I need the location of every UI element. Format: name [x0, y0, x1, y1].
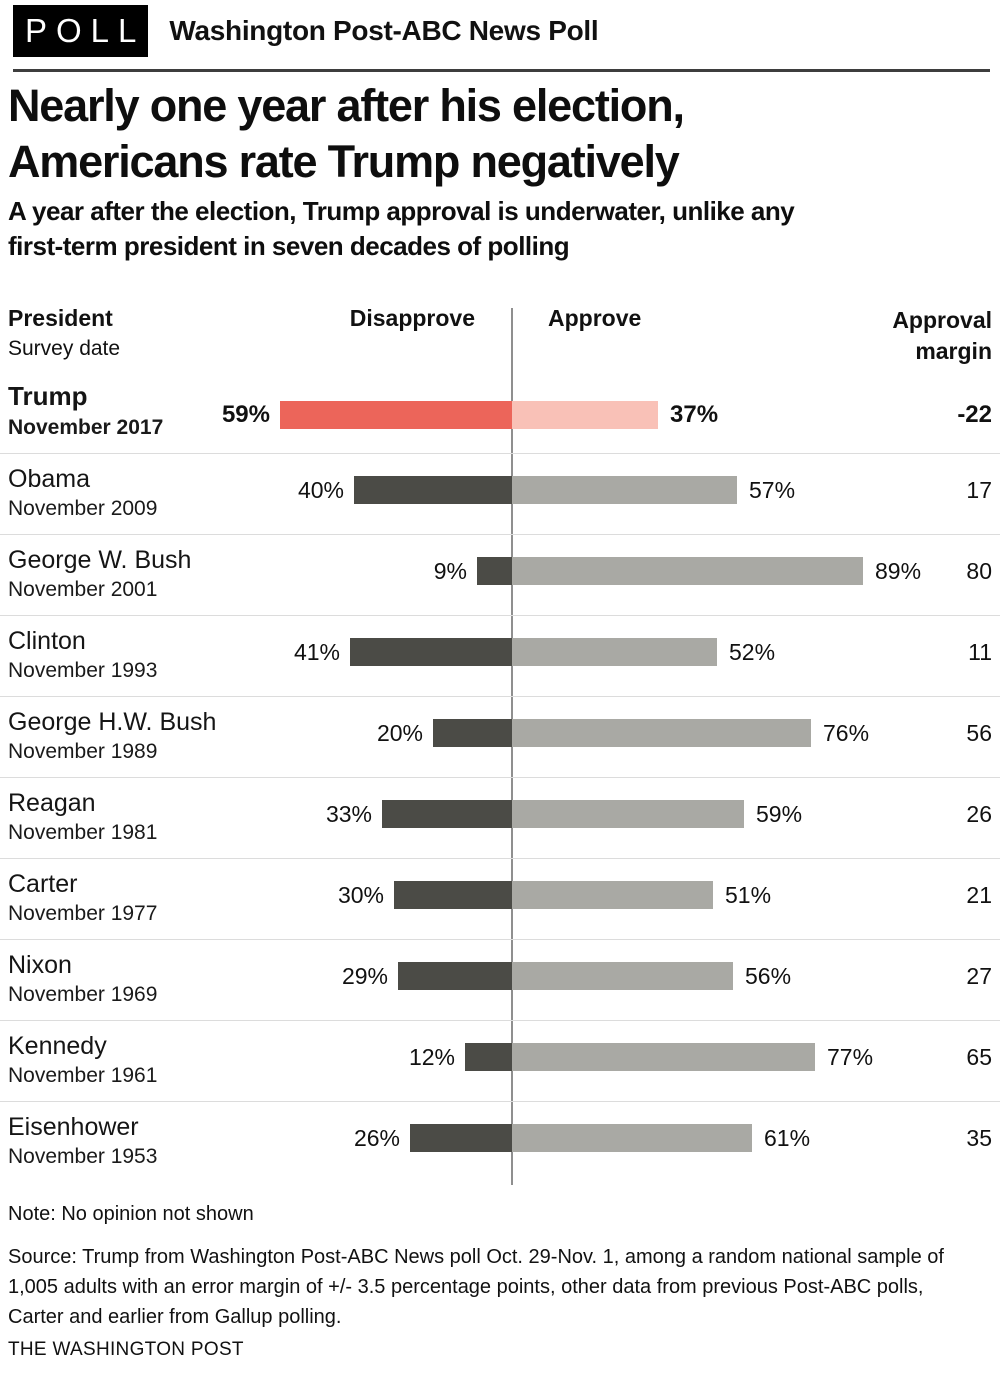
approval-margin-value: 11	[968, 639, 992, 665]
disapprove-value-label: 29%	[341, 963, 388, 989]
disapprove-bar	[398, 962, 512, 990]
column-header-president: President	[8, 305, 113, 331]
chart-row-nixon: Nixon November 1969 29% 56% 27	[0, 940, 1000, 1021]
column-header-approve: Approve	[548, 305, 642, 331]
approve-value-label: 59%	[756, 801, 803, 827]
column-header-approval-margin: Approval margin	[892, 305, 992, 367]
approve-value-label: 51%	[725, 882, 772, 908]
president-name: Reagan	[8, 789, 96, 817]
survey-date: November 1993	[8, 659, 158, 682]
chart-row-george-w-bush: George W. Bush November 2001 9% 89% 80	[0, 535, 1000, 616]
disapprove-value-label: 59%	[221, 401, 270, 428]
subheadline: A year after the election, Trump approva…	[8, 196, 795, 261]
president-name: Trump	[8, 381, 88, 411]
chart-row-clinton: Clinton November 1993 41% 52% 11	[0, 616, 1000, 697]
column-header-disapprove: Disapprove	[349, 305, 475, 331]
disapprove-bar	[350, 638, 512, 666]
chart-row-trump: Trump November 2017 59% 37% -22	[0, 365, 1000, 454]
survey-date: November 1969	[8, 983, 158, 1006]
president-name: Clinton	[8, 627, 86, 655]
president-name: Eisenhower	[8, 1113, 139, 1141]
column-header-approval-margin-line1: Approval	[892, 307, 992, 333]
approve-value-label: 77%	[827, 1044, 874, 1070]
publisher-credit: THE WASHINGTON POST	[8, 1339, 244, 1360]
approve-value-label: 56%	[745, 963, 792, 989]
survey-date: November 1953	[8, 1145, 158, 1168]
disapprove-value-label: 30%	[337, 882, 384, 908]
approve-value-label: 52%	[729, 639, 776, 665]
header-row: POLL Washington Post-ABC News Poll	[13, 5, 599, 57]
chart-row-eisenhower: Eisenhower November 1953 26% 61% 35	[0, 1102, 1000, 1182]
approve-value-label: 57%	[749, 477, 796, 503]
approve-bar	[512, 881, 713, 909]
president-name: Carter	[8, 870, 78, 898]
chart-row-kennedy: Kennedy November 1961 12% 77% 65	[0, 1021, 1000, 1102]
survey-date: November 1961	[8, 1064, 158, 1087]
approve-bar	[512, 1043, 815, 1071]
chart-row-george-h-w-bush: George H.W. Bush November 1989 20% 76% 56	[0, 697, 1000, 778]
disapprove-value-label: 40%	[297, 477, 344, 503]
survey-date: November 2001	[8, 578, 158, 601]
approval-margin-value: 65	[966, 1044, 992, 1070]
approval-margin-value: 56	[966, 720, 992, 746]
president-name: Kennedy	[8, 1032, 107, 1060]
disapprove-bar	[354, 476, 512, 504]
president-name: Obama	[8, 465, 90, 493]
disapprove-value-label: 41%	[293, 639, 340, 665]
approval-margin-value: 17	[966, 477, 992, 503]
disapprove-value-label: 20%	[376, 720, 423, 746]
approve-bar	[512, 800, 744, 828]
disapprove-bar	[410, 1124, 512, 1152]
disapprove-value-label: 26%	[353, 1125, 400, 1151]
chart-row-obama: Obama November 2009 40% 57% 17	[0, 454, 1000, 535]
approve-bar	[512, 401, 658, 429]
disapprove-bar	[465, 1043, 512, 1071]
approve-value-label: 89%	[875, 558, 922, 584]
approval-margin-value: 80	[966, 558, 992, 584]
approve-bar	[512, 962, 733, 990]
chart-rows: Trump November 2017 59% 37% -22 Obama November…	[0, 365, 1000, 1182]
approval-margin-value: 21	[966, 882, 992, 908]
approval-margin-value: 27	[966, 963, 992, 989]
approval-margin-value: 26	[966, 801, 992, 827]
survey-date: November 2017	[8, 416, 164, 439]
disapprove-value-label: 12%	[408, 1044, 455, 1070]
approve-bar	[512, 719, 811, 747]
column-header-approval-margin-line2: margin	[915, 338, 992, 364]
disapprove-bar	[477, 557, 512, 585]
president-name: Nixon	[8, 951, 72, 979]
survey-date: November 1989	[8, 740, 158, 763]
president-name: George H.W. Bush	[8, 708, 217, 736]
approve-bar	[512, 638, 717, 666]
approve-value-label: 76%	[823, 720, 870, 746]
approve-bar	[512, 1124, 752, 1152]
disapprove-bar	[280, 401, 512, 429]
disapprove-value-label: 9%	[433, 558, 467, 584]
note-text: Note: No opinion not shown	[8, 1203, 254, 1225]
approve-value-label: 61%	[764, 1125, 811, 1151]
column-header-survey-date: Survey date	[8, 337, 121, 360]
header-divider	[13, 69, 990, 72]
survey-date: November 1981	[8, 821, 158, 844]
disapprove-value-label: 33%	[325, 801, 372, 827]
approval-margin-value: 35	[966, 1125, 992, 1151]
disapprove-bar	[382, 800, 512, 828]
survey-date: November 1977	[8, 902, 158, 925]
headline: Nearly one year after his election, Amer…	[8, 80, 685, 187]
disapprove-bar	[394, 881, 512, 909]
approve-bar	[512, 557, 863, 585]
approval-chart: President Survey date Disapprove Approve…	[0, 300, 1000, 1188]
poll-kicker-badge: POLL	[13, 5, 149, 57]
chart-row-carter: Carter November 1977 30% 51% 21	[0, 859, 1000, 940]
survey-date: November 2009	[8, 497, 158, 520]
approve-value-label: 37%	[670, 401, 719, 428]
approval-margin-value: -22	[957, 401, 992, 428]
chart-row-reagan: Reagan November 1981 33% 59% 26	[0, 778, 1000, 859]
disapprove-bar	[433, 719, 512, 747]
president-name: George W. Bush	[8, 546, 192, 574]
publication-title: Washington Post-ABC News Poll	[169, 15, 599, 46]
source-text: Source: Trump from Washington Post-ABC N…	[8, 1246, 944, 1328]
approve-bar	[512, 476, 737, 504]
